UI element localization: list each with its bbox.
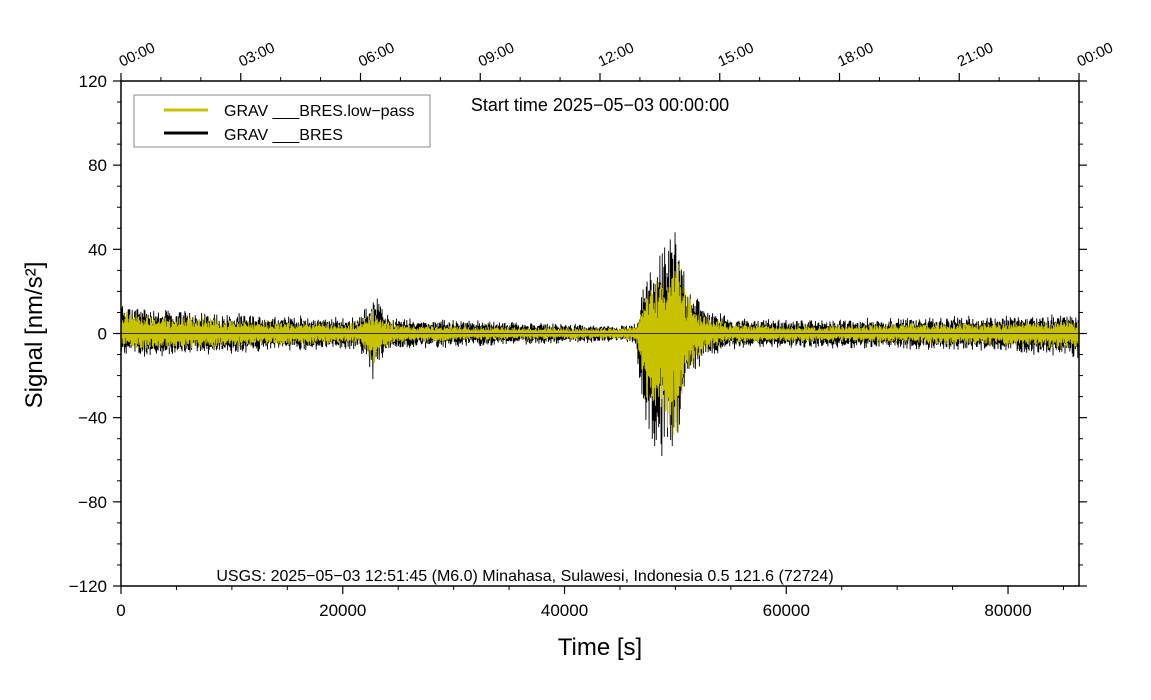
plot-frame [120, 80, 1080, 587]
y-tick-label: 0 [98, 325, 107, 344]
y-tick-label: −40 [78, 409, 107, 428]
legend: GRAV ___BRES.low−pass GRAV ___BRES [133, 94, 431, 148]
start-time-annotation: Start time 2025−05−03 00:00:00 [471, 95, 729, 115]
x-tick-labels: 0 20000 40000 60000 80000 [116, 601, 1031, 620]
legend-label-lowpass: GRAV ___BRES.low−pass [224, 103, 414, 120]
x-tick-label: 0 [116, 601, 125, 620]
series-lowpass-trace [121, 263, 1079, 436]
y-tick-label: −80 [78, 493, 107, 512]
y-tick-label: −120 [69, 577, 107, 596]
x-axis-label: Time [s] [558, 634, 642, 661]
y-axis-label: Signal [nm/s²] [21, 262, 48, 409]
legend-box [133, 94, 431, 148]
x-tick-label: 40000 [541, 601, 588, 620]
x-tick-label: 60000 [763, 601, 810, 620]
y-tick-label: 40 [88, 240, 107, 259]
x-tick-label: 20000 [319, 601, 366, 620]
y-tick-labels: −120 −80 −40 0 40 80 120 [69, 72, 107, 596]
legend-label-raw: GRAV ___BRES [224, 127, 343, 144]
x-tick-label: 80000 [984, 601, 1031, 620]
y-tick-label: 120 [79, 72, 107, 91]
y-tick-label: 80 [88, 156, 107, 175]
event-annotation: USGS: 2025−05−03 12:51:45 (M6.0) Minahas… [216, 568, 833, 585]
series-layer [121, 232, 1079, 457]
series-raw-trace [121, 232, 1079, 457]
